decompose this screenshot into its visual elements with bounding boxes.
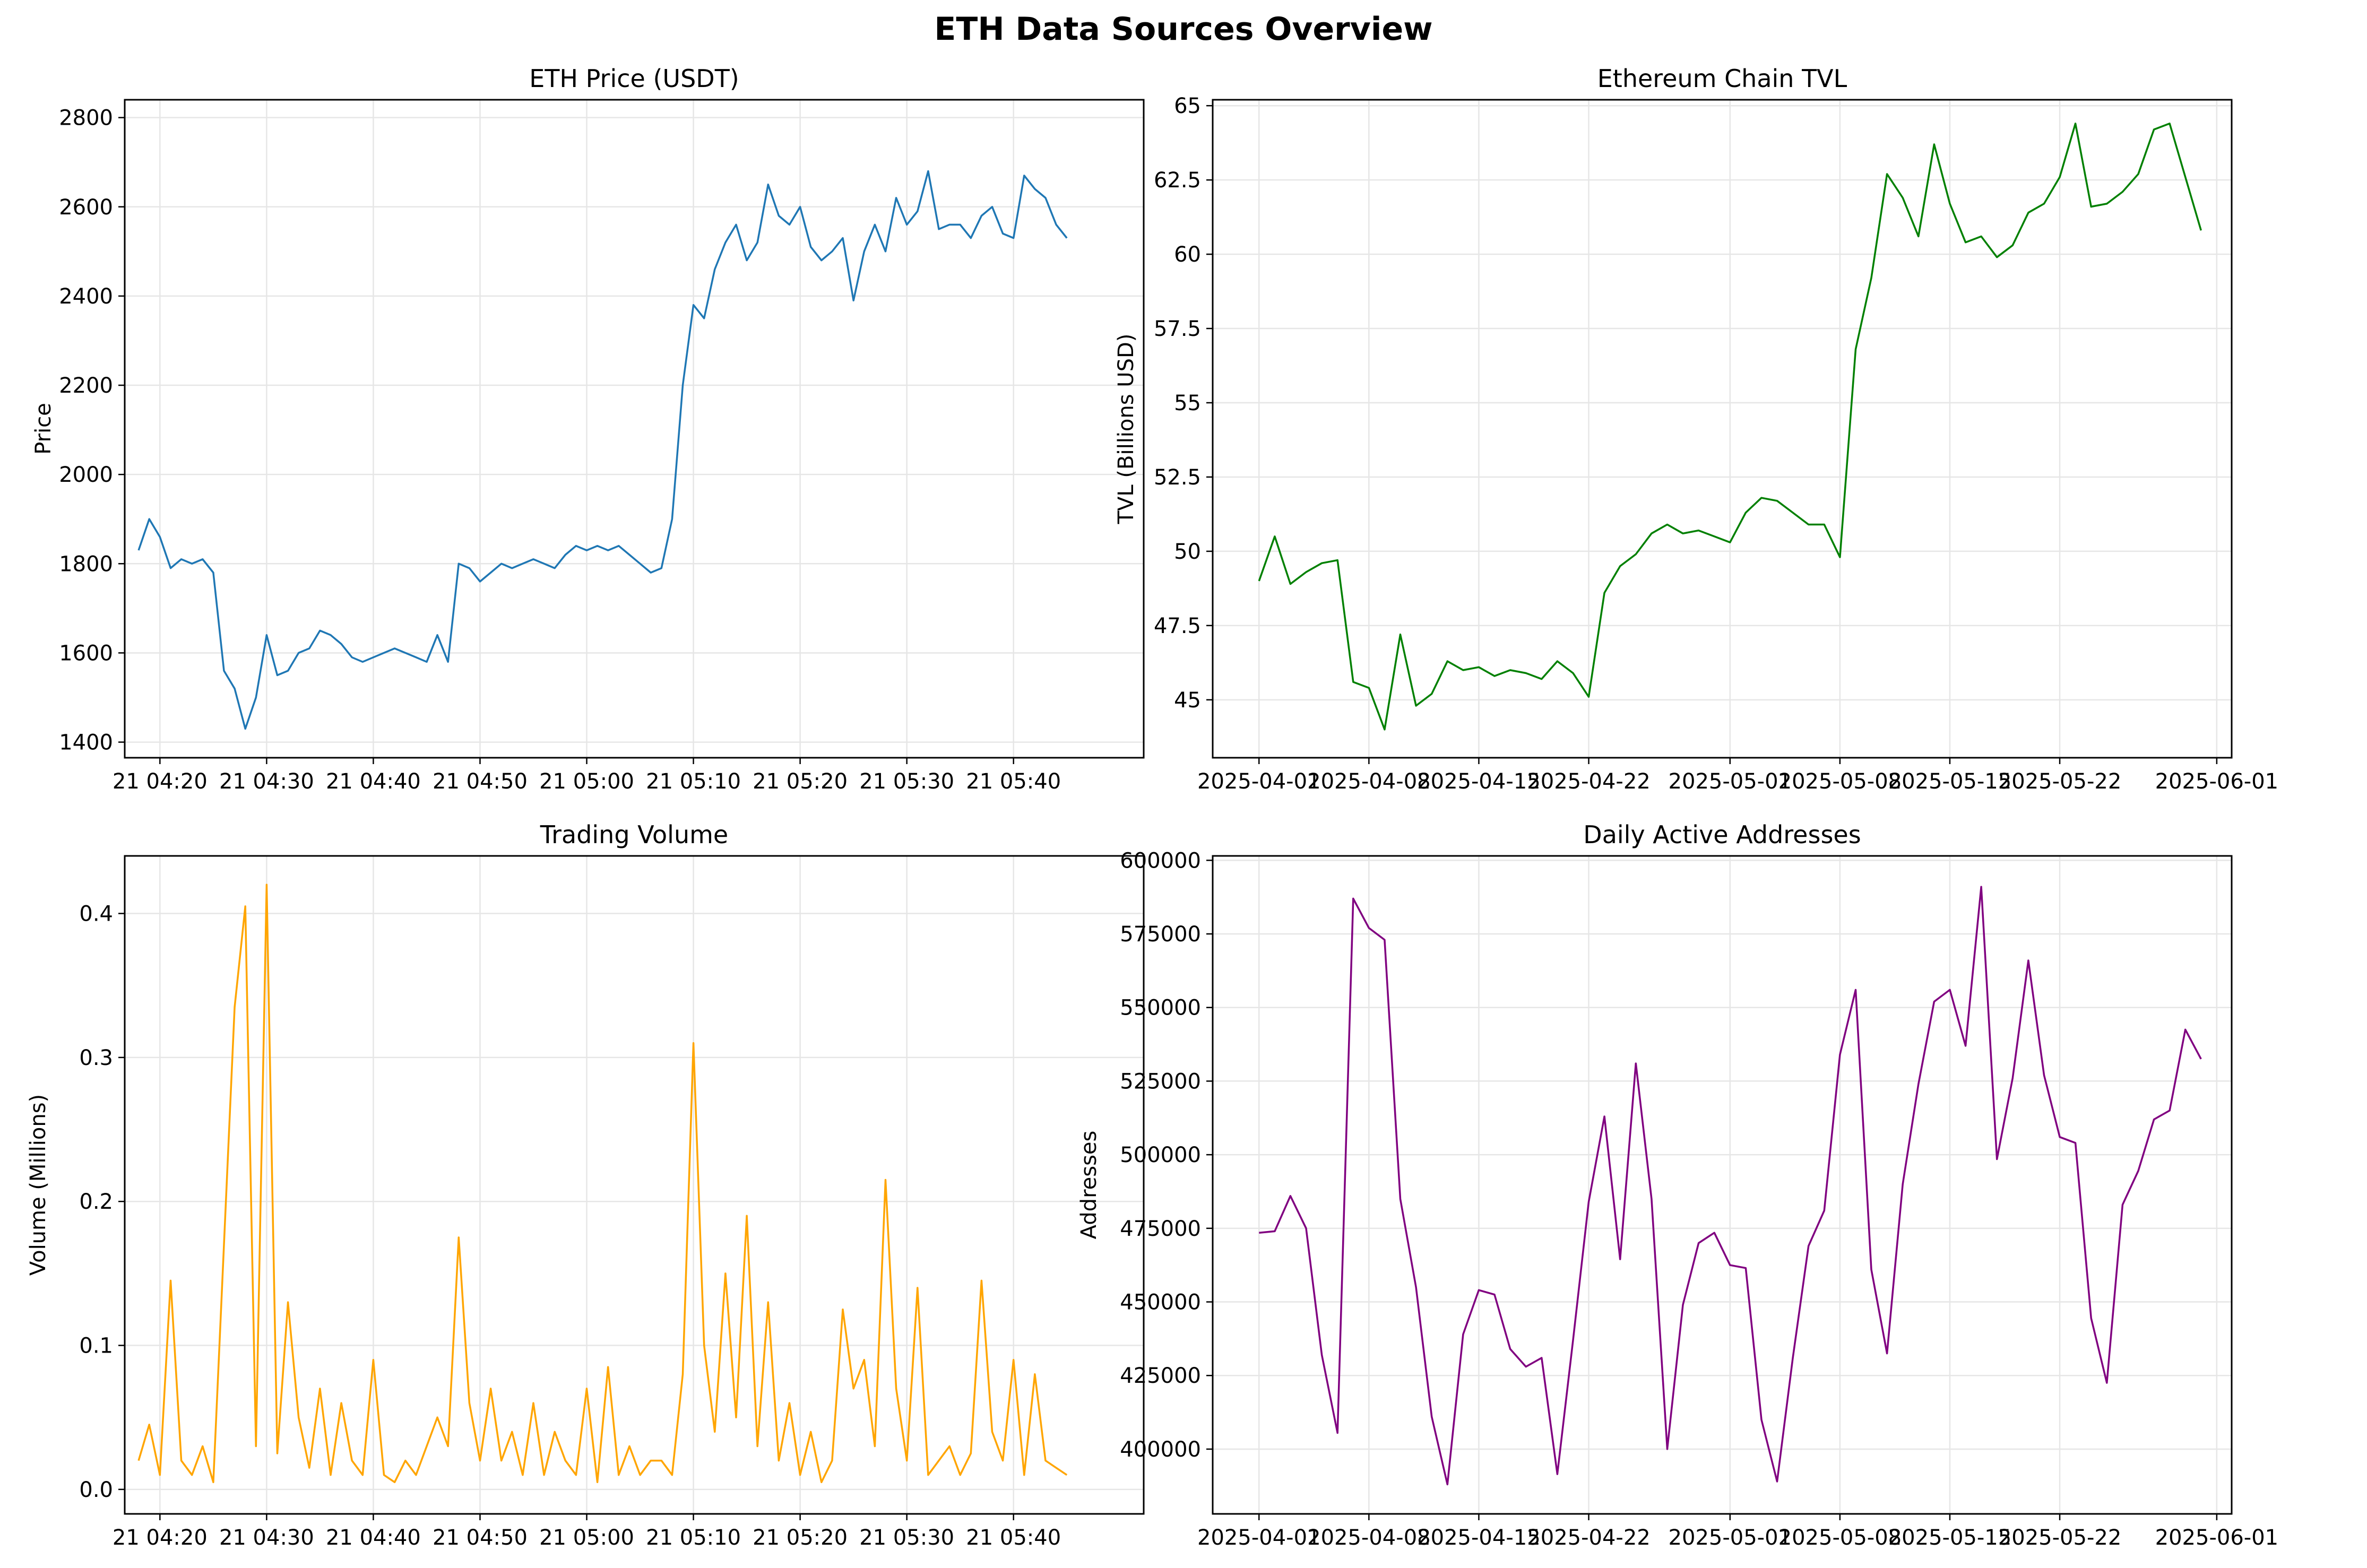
price-series-line bbox=[137, 170, 1068, 730]
volume-xtick-label: 21 05:20 bbox=[753, 1526, 848, 1550]
addresses-ytick-label: 400000 bbox=[1120, 1437, 1201, 1462]
volume-axes-frame bbox=[124, 855, 1145, 1515]
volume-xtick-label: 21 04:50 bbox=[433, 1526, 528, 1550]
volume-xtick-label: 21 04:20 bbox=[113, 1526, 208, 1550]
tvl-ytick-label: 60 bbox=[1174, 242, 1201, 267]
addresses-series-line bbox=[1259, 886, 2202, 1486]
price-xtick-label: 21 05:10 bbox=[646, 769, 741, 794]
tvl-ytick-label: 52.5 bbox=[1154, 465, 1201, 490]
addresses-xtick-label: 2025-04-15 bbox=[1417, 1526, 1540, 1550]
tvl-axes-frame bbox=[1212, 99, 2233, 759]
volume-chart: Trading Volume 0.0 0.1 0.2 0.3 0.4 21 04:20 21 … bbox=[26, 820, 1145, 1550]
addresses-ytick-label: 575000 bbox=[1120, 922, 1201, 947]
addresses-xtick-label: 2025-05-15 bbox=[1888, 1526, 2011, 1550]
volume-xtick-label: 21 05:00 bbox=[539, 1526, 634, 1550]
tvl-ytick-label: 45 bbox=[1174, 688, 1201, 713]
volume-series-line bbox=[137, 883, 1068, 1484]
price-ytick-label: 2400 bbox=[59, 284, 113, 309]
addresses-ytick-label: 500000 bbox=[1120, 1143, 1201, 1167]
tvl-ytick-label: 57.5 bbox=[1154, 317, 1201, 341]
volume-ytick-label: 0.0 bbox=[79, 1478, 113, 1502]
tvl-ytick-label: 47.5 bbox=[1154, 614, 1201, 638]
tvl-xtick-label: 2025-04-15 bbox=[1417, 769, 1540, 794]
price-xtick-label: 21 04:20 bbox=[113, 769, 208, 794]
price-title: ETH Price (USDT) bbox=[529, 64, 739, 93]
addresses-xtick-label: 2025-05-01 bbox=[1669, 1526, 1792, 1550]
addresses-xtick-label: 2025-05-08 bbox=[1778, 1526, 1902, 1550]
price-ytick-label: 1800 bbox=[59, 552, 113, 576]
addresses-axes-frame bbox=[1212, 855, 2233, 1515]
price-ytick-label: 2200 bbox=[59, 374, 113, 398]
volume-ytick-label: 0.4 bbox=[79, 902, 113, 926]
figure-title: ETH Data Sources Overview bbox=[934, 11, 1432, 48]
price-ylabel: Price bbox=[31, 403, 56, 455]
volume-xtick-label: 21 05:40 bbox=[966, 1526, 1061, 1550]
volume-ytick-label: 0.2 bbox=[79, 1190, 113, 1214]
tvl-ylabel: TVL (Billions USD) bbox=[1114, 334, 1138, 525]
addresses-title: Daily Active Addresses bbox=[1583, 820, 1861, 849]
tvl-xtick-label: 2025-05-08 bbox=[1778, 769, 1902, 794]
tvl-xtick-label: 2025-04-08 bbox=[1307, 769, 1430, 794]
addresses-ylabel: Addresses bbox=[1077, 1131, 1101, 1240]
addresses-xtick-label: 2025-06-01 bbox=[2155, 1526, 2278, 1550]
price-xtick-label: 21 04:50 bbox=[433, 769, 528, 794]
tvl-xtick-label: 2025-04-22 bbox=[1527, 769, 1650, 794]
tvl-xtick-label: 2025-05-01 bbox=[1669, 769, 1792, 794]
tvl-ytick-label: 62.5 bbox=[1154, 168, 1201, 193]
volume-xtick-label: 21 04:40 bbox=[326, 1526, 421, 1550]
tvl-xtick-label: 2025-04-01 bbox=[1197, 769, 1320, 794]
addresses-xtick-label: 2025-04-01 bbox=[1197, 1526, 1320, 1550]
price-chart: ETH Price (USDT) 1400 1600 1800 2000 2200 2400… bbox=[31, 64, 1145, 794]
volume-xtick-label: 21 04:30 bbox=[219, 1526, 314, 1550]
tvl-ytick-label: 55 bbox=[1174, 391, 1201, 415]
addresses-xtick-label: 2025-04-08 bbox=[1307, 1526, 1430, 1550]
tvl-xtick-label: 2025-05-15 bbox=[1888, 769, 2011, 794]
tvl-xtick-label: 2025-06-01 bbox=[2155, 769, 2278, 794]
volume-ylabel: Volume (Millions) bbox=[26, 1094, 50, 1276]
price-axes-frame bbox=[124, 99, 1145, 759]
charts-container: ETH Price (USDT) 1400 1600 1800 2000 2200 2400… bbox=[26, 64, 2278, 1550]
price-ytick-label: 2000 bbox=[59, 463, 113, 487]
tvl-xtick-label: 2025-05-22 bbox=[1998, 769, 2121, 794]
tvl-ytick-label: 50 bbox=[1174, 540, 1201, 564]
volume-title: Trading Volume bbox=[540, 820, 728, 849]
addresses-ytick-label: 450000 bbox=[1120, 1290, 1201, 1315]
price-xtick-label: 21 04:40 bbox=[326, 769, 421, 794]
volume-ytick-label: 0.3 bbox=[79, 1046, 113, 1070]
price-xtick-label: 21 05:00 bbox=[539, 769, 634, 794]
tvl-series-line bbox=[1258, 123, 2202, 731]
tvl-ytick-label: 65 bbox=[1174, 94, 1201, 118]
addresses-ytick-label: 550000 bbox=[1120, 996, 1201, 1020]
addresses-ytick-label: 600000 bbox=[1120, 848, 1201, 873]
volume-xtick-label: 21 05:30 bbox=[859, 1526, 954, 1550]
price-ytick-label: 2800 bbox=[59, 106, 113, 131]
volume-ytick-label: 0.1 bbox=[79, 1334, 113, 1358]
price-ytick-label: 2600 bbox=[59, 195, 113, 220]
price-xtick-label: 21 05:20 bbox=[753, 769, 848, 794]
addresses-ytick-label: 475000 bbox=[1120, 1217, 1201, 1241]
addresses-ytick-label: 425000 bbox=[1120, 1364, 1201, 1388]
price-xtick-label: 21 05:30 bbox=[859, 769, 954, 794]
tvl-chart: Ethereum Chain TVL 45 47.5 50 52.5 55 57.5 60 62… bbox=[1114, 64, 2278, 794]
addresses-xtick-label: 2025-05-22 bbox=[1998, 1526, 2121, 1550]
addresses-ytick-label: 525000 bbox=[1120, 1069, 1201, 1094]
volume-xtick-label: 21 05:10 bbox=[646, 1526, 741, 1550]
price-xtick-label: 21 05:40 bbox=[966, 769, 1061, 794]
price-ytick-label: 1600 bbox=[59, 641, 113, 665]
addresses-xtick-label: 2025-04-22 bbox=[1527, 1526, 1650, 1550]
price-xtick-label: 21 04:30 bbox=[219, 769, 314, 794]
tvl-title: Ethereum Chain TVL bbox=[1597, 64, 1847, 93]
addresses-chart: Daily Active Addresses 400000 425000 450000… bbox=[1077, 820, 2278, 1550]
price-ytick-label: 1400 bbox=[59, 731, 113, 755]
